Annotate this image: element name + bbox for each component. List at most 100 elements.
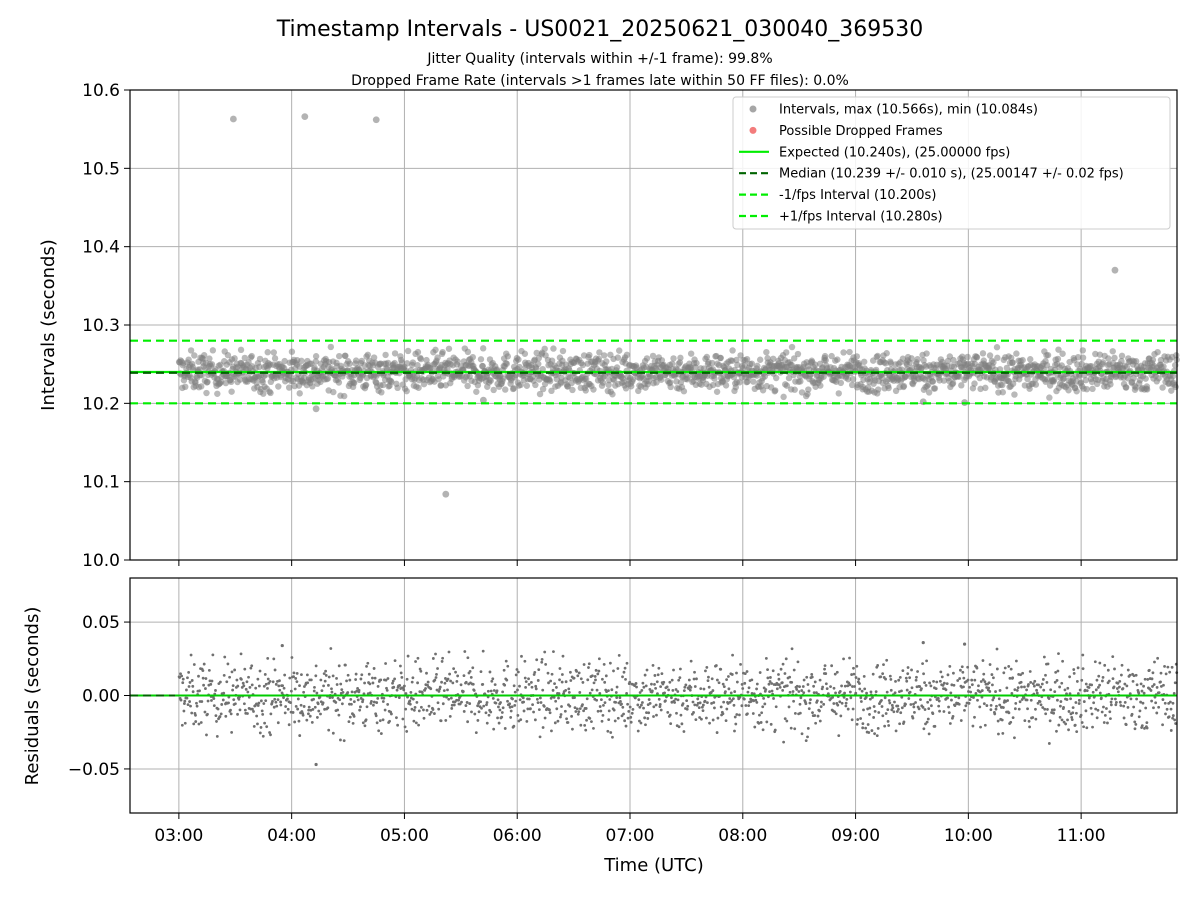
residual-point — [963, 708, 966, 712]
interval-point — [324, 375, 332, 382]
interval-point — [737, 352, 744, 359]
residual-point — [930, 704, 933, 708]
residual-point — [846, 684, 850, 688]
residual-point — [880, 705, 884, 708]
residual-point — [548, 708, 551, 712]
residual-point — [886, 719, 890, 723]
residual-point — [1159, 680, 1162, 684]
residual-point — [746, 690, 750, 694]
residual-point — [456, 674, 460, 678]
residual-point — [989, 703, 993, 707]
residual-point — [913, 710, 916, 714]
residual-point — [906, 672, 910, 676]
residual-point — [1115, 687, 1119, 690]
residual-point — [552, 695, 556, 699]
residual-point — [644, 723, 647, 727]
interval-point — [958, 382, 965, 389]
residual-point — [957, 702, 961, 706]
interval-point — [464, 348, 472, 356]
residual-point — [699, 687, 703, 691]
residual-point — [966, 665, 970, 669]
residual-point — [346, 673, 350, 677]
residual-point — [366, 661, 370, 665]
residual-point — [471, 682, 475, 686]
residual-point — [513, 690, 517, 694]
residual-point — [348, 678, 352, 682]
residual-point — [459, 683, 463, 687]
interval-point — [1074, 354, 1082, 361]
interval-point — [281, 357, 288, 365]
interval-point — [603, 358, 610, 365]
residual-point — [1007, 711, 1011, 715]
residual-point — [207, 669, 211, 672]
residual-point — [286, 707, 290, 711]
interval-point — [391, 350, 399, 357]
residual-point — [1075, 711, 1078, 715]
residual-point — [702, 687, 706, 691]
residual-point — [368, 691, 372, 695]
residual-point — [698, 716, 702, 719]
residual-point — [571, 727, 574, 731]
residual-point — [825, 687, 829, 691]
residual-point — [997, 732, 1000, 736]
residual-point — [1125, 684, 1129, 688]
residual-point — [476, 704, 480, 708]
interval-point — [835, 390, 842, 397]
residual-point — [965, 701, 969, 705]
residual-point — [461, 690, 465, 693]
residual-point — [768, 690, 771, 693]
residual-point — [482, 704, 486, 708]
residual-point — [327, 675, 331, 679]
residual-point — [464, 680, 468, 684]
residual-point — [1154, 701, 1158, 705]
residual-point — [916, 670, 919, 673]
residual-point — [455, 698, 458, 702]
interval-point — [643, 355, 651, 362]
residual-point — [238, 708, 242, 712]
interval-point — [248, 352, 255, 360]
residual-point — [1135, 697, 1138, 701]
interval-point — [312, 358, 320, 365]
residual-point — [627, 709, 631, 713]
residual-point — [687, 678, 691, 682]
residual-point — [919, 698, 922, 702]
residual-point — [437, 707, 441, 711]
residual-point — [192, 663, 196, 666]
residual-point — [935, 680, 939, 684]
residual-point — [1123, 700, 1127, 704]
residual-point — [788, 690, 792, 694]
residual-point — [275, 704, 279, 708]
residual-point — [219, 712, 223, 716]
residual-point — [289, 689, 293, 693]
residual-point — [411, 676, 415, 680]
residual-point — [741, 687, 745, 690]
residual-point — [795, 688, 799, 691]
residual-point — [874, 690, 878, 694]
residual-point — [1010, 691, 1014, 695]
residual-point — [194, 713, 197, 717]
residual-point — [501, 690, 505, 694]
interval-point — [929, 378, 937, 385]
interval-point — [605, 381, 612, 389]
residual-point — [814, 721, 818, 725]
residual-point — [740, 683, 744, 686]
interval-point — [437, 382, 445, 389]
residual-point — [360, 673, 364, 677]
residual-point — [1006, 699, 1010, 702]
residual-point — [1157, 691, 1161, 695]
residual-point — [715, 731, 719, 734]
residual-point — [455, 679, 459, 683]
residual-point — [947, 711, 951, 715]
interval-point — [754, 362, 761, 370]
residual-point — [1077, 698, 1081, 702]
residual-point — [307, 712, 310, 716]
residual-point — [629, 715, 633, 719]
residual-point — [1146, 678, 1150, 681]
residual-point — [781, 662, 785, 666]
residual-point — [1046, 662, 1050, 666]
residual-point — [231, 684, 235, 688]
residual-point — [1072, 671, 1076, 675]
residual-point — [910, 668, 913, 672]
residual-point — [1169, 707, 1173, 711]
bottom-y-tick-label: −0.05 — [68, 760, 120, 780]
